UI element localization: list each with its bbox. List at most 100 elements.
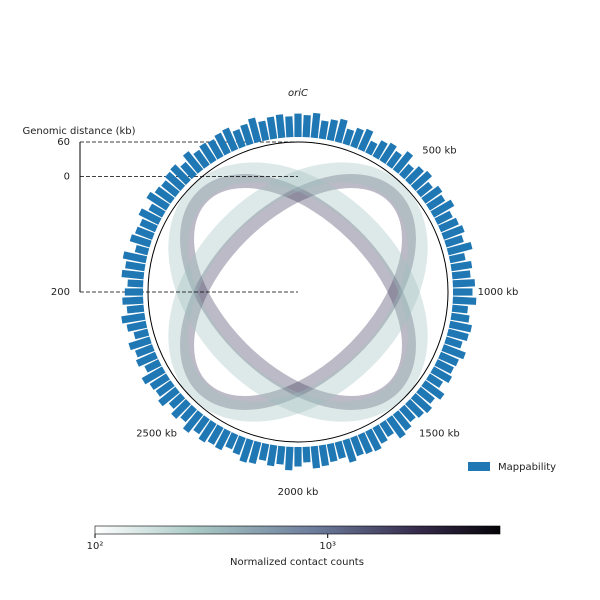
mappability-bar	[452, 296, 477, 305]
mappability-bar	[171, 399, 191, 419]
mappability-bar	[154, 186, 175, 204]
y-tick-label: 60	[57, 137, 70, 148]
mappability-bar	[416, 386, 435, 404]
mappability-bar	[365, 428, 382, 452]
mappability-bar	[326, 442, 338, 463]
mappability-bar	[399, 404, 416, 423]
mappability-bar	[122, 296, 144, 305]
mappability-bar	[318, 444, 330, 467]
axis-title: Genomic distance (kb)	[22, 126, 135, 137]
mappability-bar	[426, 194, 446, 211]
contact-pattern	[168, 162, 428, 422]
mappability-bar	[302, 446, 311, 463]
mappability-bar	[149, 373, 170, 391]
mappability-bar	[144, 359, 162, 373]
mappability-bar	[164, 171, 186, 191]
mappability-bar	[139, 218, 158, 233]
mappability-bar	[155, 380, 175, 397]
mappability-bar	[168, 393, 186, 409]
mappability-bar	[448, 320, 472, 333]
genome-tick-label: 500 kb	[422, 146, 456, 157]
mappability-bar	[372, 424, 388, 444]
mappability-bar	[248, 117, 262, 144]
mappability-bar	[232, 129, 246, 149]
mappability-bar	[405, 166, 424, 185]
mappability-bar	[452, 279, 476, 288]
mappability-bar	[266, 116, 278, 140]
mappability-bar	[207, 139, 224, 160]
mappability-bar	[444, 336, 463, 349]
mappability-bar	[121, 312, 146, 324]
mappability-bar	[276, 445, 286, 465]
mappability-bar	[334, 440, 346, 459]
mappability-bar	[239, 438, 254, 463]
genome-tick-label: 2500 kb	[136, 428, 177, 439]
mappability-bar	[122, 251, 148, 264]
mappability-bar	[438, 217, 459, 233]
mappability-bar	[365, 140, 378, 156]
mappability-bar	[334, 118, 348, 144]
mappability-bar	[222, 127, 239, 152]
mappability-bar	[392, 410, 412, 431]
mappability-bar	[421, 185, 443, 204]
mappability-bar	[180, 404, 197, 423]
mappability-bar	[180, 161, 197, 180]
mappability-bar	[453, 288, 473, 296]
mappability-bar	[446, 242, 473, 256]
mappability-bar	[161, 180, 180, 198]
mappability-bar	[199, 142, 217, 164]
mappability-bar	[232, 435, 246, 455]
mappability-bar	[207, 424, 224, 445]
mappability-bar	[133, 328, 150, 340]
mappability-bar	[326, 119, 339, 142]
mappability-bar	[379, 420, 394, 438]
mappability-bar	[451, 270, 471, 280]
mappability-bar	[134, 245, 150, 256]
mappability-bar	[342, 128, 355, 146]
mappability-bar	[146, 191, 170, 211]
mappability-bar	[372, 140, 388, 160]
legend-swatch	[468, 462, 490, 471]
mappability-bar	[127, 279, 144, 288]
mappability-bar	[124, 288, 144, 296]
mappability-bar	[350, 127, 364, 149]
genome-tick-label: 2000 kb	[278, 487, 319, 498]
mappability-bar	[438, 351, 459, 367]
mappability-bar	[318, 120, 329, 140]
y-tick-label: 200	[51, 287, 70, 298]
mappability-bar	[214, 428, 231, 451]
mappability-bar	[450, 312, 470, 323]
mappability-bar	[441, 344, 466, 360]
mappability-bar	[285, 446, 294, 471]
mappability-bar	[450, 260, 473, 272]
mappability-bar	[386, 150, 402, 169]
mappability-bar	[170, 164, 191, 185]
genome-tick-label: 1500 kb	[419, 428, 460, 439]
mappability-bar	[350, 435, 364, 457]
mappability-bar	[310, 445, 321, 469]
colorbar	[94, 525, 501, 535]
mappability-bar	[182, 410, 204, 433]
mappability-bar	[275, 114, 286, 139]
mappability-bar	[430, 199, 455, 218]
mappability-bar	[441, 225, 465, 240]
mappability-bar	[126, 304, 145, 314]
mappability-bar	[410, 170, 433, 191]
mappability-bar	[285, 116, 294, 138]
colorbar-tick-label: 10³	[319, 541, 336, 552]
mappability-bar	[148, 203, 166, 218]
mappability-bar	[214, 132, 231, 156]
mappability-bar	[421, 380, 445, 400]
mappability-bar	[426, 373, 444, 388]
mappability-bar	[342, 438, 357, 463]
mappability-bar	[128, 336, 152, 351]
mappability-bar	[430, 366, 453, 384]
chart-title: oriC	[288, 88, 308, 99]
mappability-bar	[121, 269, 145, 280]
mappability-bar	[294, 447, 302, 467]
mappability-bar	[302, 114, 311, 138]
mappability-bar	[198, 420, 217, 443]
mappability-bar	[126, 320, 148, 332]
